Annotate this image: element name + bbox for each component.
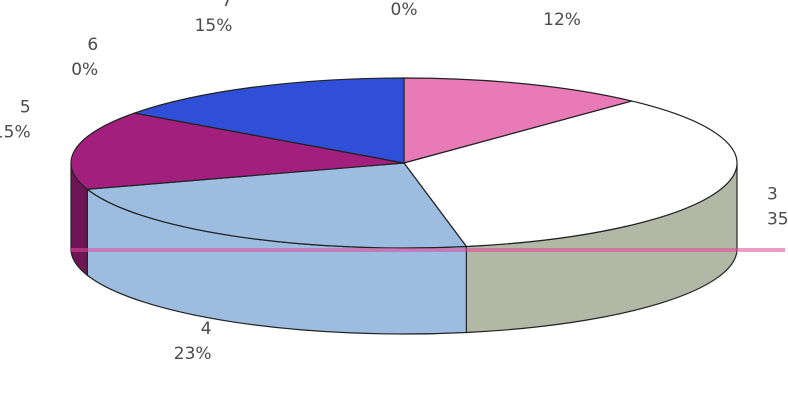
slice-label-value-3: 35% [767,209,788,229]
slice-label-value-5: 15% [0,122,31,142]
slice-label-value-2: 12% [543,10,581,30]
slice-4 [85,162,468,249]
slice-label-value-6: 0% [71,60,98,80]
slice-label-category-6: 6 [87,35,98,55]
slice-label-value-7: 15% [195,16,233,36]
pie-top-slices [70,77,738,249]
slice-label-value-1: 0% [391,0,418,20]
slice-labels: 10%212%335%423%515%60%715% [0,0,788,364]
slice-7 [132,77,405,164]
slice-label-category-5: 5 [20,97,31,117]
slice-5 [70,112,405,190]
slice-label-category-2: 2 [543,0,554,5]
slice-label-category-4: 4 [201,319,212,339]
slice-label-category-3: 3 [767,184,778,204]
slice-3 [402,100,738,248]
slice-label-value-4: 23% [174,344,212,364]
pie-side-walls [70,162,738,335]
slice-2 [403,77,633,164]
slice-label-category-7: 7 [222,0,233,11]
